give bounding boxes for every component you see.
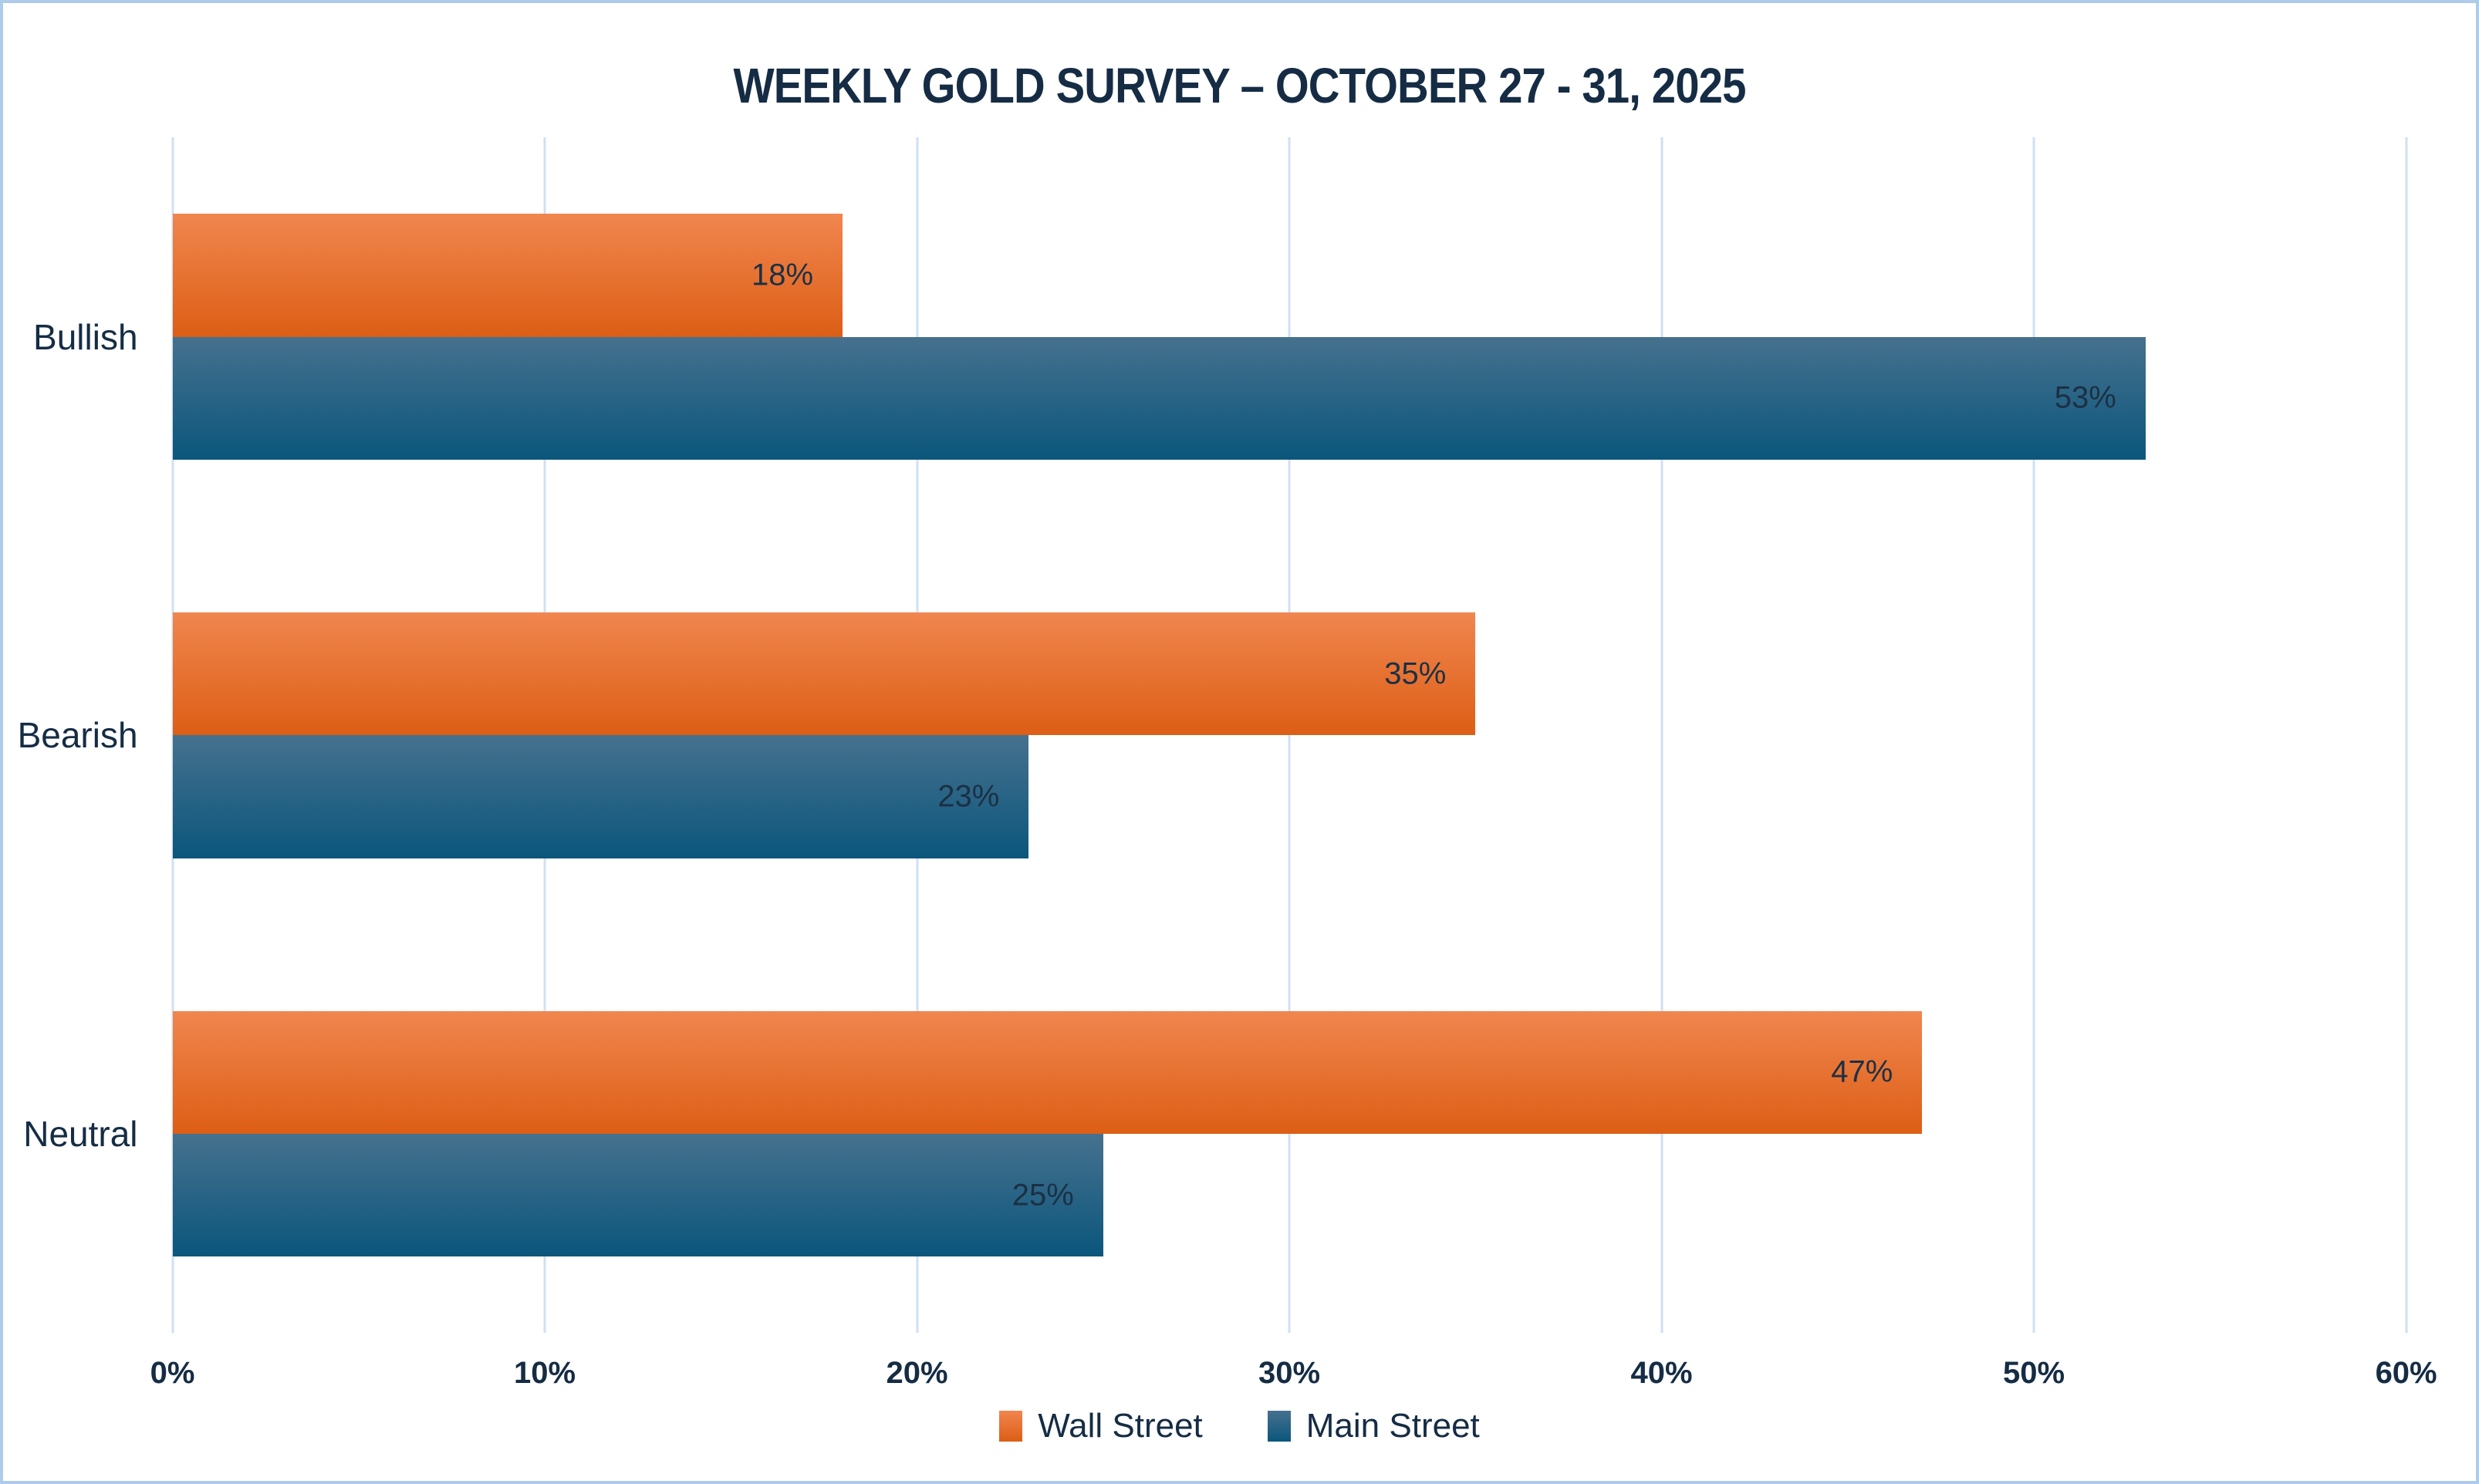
x-tick-20%: 20% xyxy=(886,1355,948,1390)
x-tick-40%: 40% xyxy=(1630,1355,1693,1390)
legend-label: Wall Street xyxy=(1038,1407,1203,1445)
legend-swatch-icon xyxy=(999,1411,1023,1442)
category-label-bearish: Bearish xyxy=(17,715,138,756)
value-label: 35% xyxy=(1384,656,1447,691)
gridline-50% xyxy=(2032,137,2035,1334)
gridline-60% xyxy=(2405,137,2408,1334)
plot-area: 18% 53% Bullish 35% 23% Bearish 47% 25% Neutral xyxy=(18,137,2408,1334)
x-tick-0%: 0% xyxy=(150,1355,195,1390)
value-label: 23% xyxy=(937,779,1000,814)
x-tick-50%: 50% xyxy=(2003,1355,2065,1390)
gridline-40% xyxy=(1660,137,1663,1334)
gridline-30% xyxy=(1288,137,1291,1334)
legend: Wall Street Main Street xyxy=(3,1407,2476,1445)
category-label-bullish: Bullish xyxy=(33,316,138,357)
value-label: 25% xyxy=(1012,1178,1074,1212)
legend-item-main-street: Main Street xyxy=(1267,1407,1480,1445)
bar-main-street-bullish: 53% xyxy=(172,336,2146,460)
bar-wall-street-bullish: 18% xyxy=(172,214,843,337)
value-label: 53% xyxy=(2054,380,2116,415)
chart-title: WEEKLY GOLD SURVEY – OCTOBER 27 - 31, 20… xyxy=(733,58,1746,113)
value-label: 18% xyxy=(751,258,814,292)
category-label-neutral: Neutral xyxy=(23,1114,138,1155)
bar-main-street-bearish: 23% xyxy=(172,735,1029,858)
x-axis: 0% 10% 20% 30% 40% 50% 60% xyxy=(150,1342,2437,1390)
x-tick-30%: 30% xyxy=(1258,1355,1321,1390)
legend-label: Main Street xyxy=(1305,1407,1480,1445)
value-label: 47% xyxy=(1831,1054,1893,1089)
legend-item-wall-street: Wall Street xyxy=(999,1407,1203,1445)
bar-wall-street-bearish: 35% xyxy=(172,612,1476,736)
x-tick-10%: 10% xyxy=(514,1355,576,1390)
x-tick-60%: 60% xyxy=(2375,1355,2437,1390)
bar-main-street-neutral: 25% xyxy=(172,1134,1103,1257)
legend-swatch-icon xyxy=(1267,1411,1291,1442)
bar-wall-street-neutral: 47% xyxy=(172,1010,1923,1135)
